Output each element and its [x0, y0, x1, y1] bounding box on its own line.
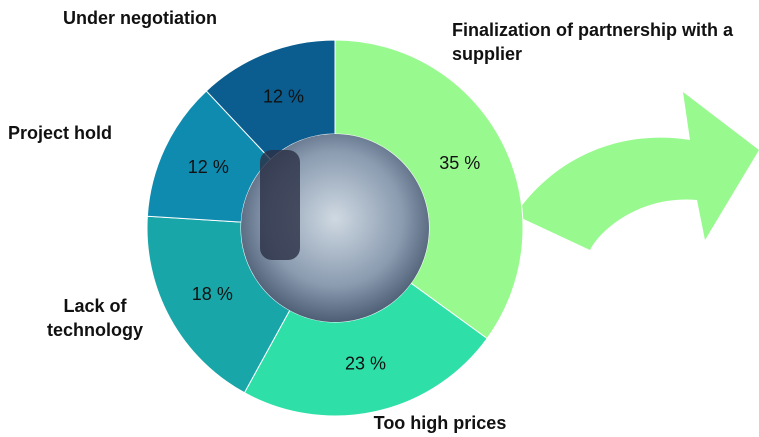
value-label: 12 %	[188, 157, 229, 177]
center-image-figure	[260, 150, 300, 260]
page: 35 % 23 % 18 % 12 % 12 % Finalization of par…	[0, 0, 759, 437]
category-label: Finalization of partnership with a suppl…	[452, 18, 752, 66]
value-label: 12 %	[263, 87, 304, 107]
category-label: Under negotiation	[63, 6, 283, 30]
category-label: Lack of technology	[20, 294, 170, 342]
arrow	[515, 92, 759, 250]
value-label: 23 %	[345, 353, 386, 373]
value-label: 35 %	[439, 153, 480, 173]
value-label: 18 %	[192, 284, 233, 304]
category-label: Project hold	[8, 121, 168, 145]
category-label: Too high prices	[340, 411, 540, 435]
